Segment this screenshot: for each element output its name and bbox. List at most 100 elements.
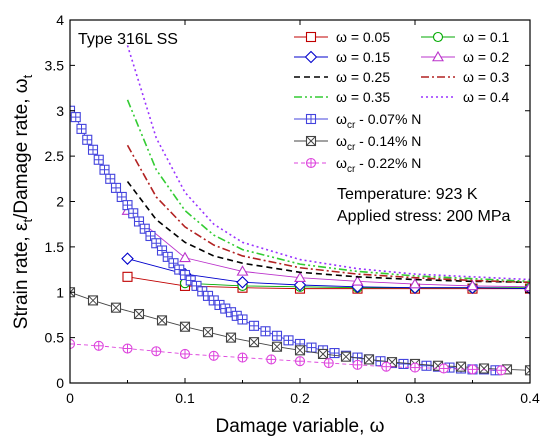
data-point	[381, 361, 392, 372]
data-point	[87, 144, 99, 155]
legend-entry: ω = 0.2	[421, 49, 510, 65]
y-axis-title-part: /Damage rate, ω	[11, 78, 32, 219]
series-line	[70, 343, 502, 371]
legend-swatch-marker	[432, 50, 444, 62]
data-point	[293, 278, 307, 292]
data-point	[122, 200, 133, 211]
data-point	[82, 134, 93, 145]
data-point	[202, 327, 214, 338]
y-tick-label: 0	[56, 375, 64, 391]
data-point	[248, 320, 260, 331]
data-point	[466, 279, 479, 291]
data-point	[133, 216, 145, 227]
x-tick-label: 0	[66, 390, 74, 406]
data-point	[151, 238, 162, 249]
data-point	[524, 365, 530, 376]
series-line	[126, 99, 530, 283]
data-point	[236, 265, 249, 276]
series-8	[126, 45, 530, 281]
x-axis-title: Damage variable, ω	[215, 416, 384, 437]
data-point	[283, 335, 294, 346]
data-point	[179, 321, 191, 332]
y-tick-label: 2	[56, 194, 64, 210]
data-point	[271, 330, 283, 341]
data-point	[122, 271, 133, 282]
data-point	[179, 348, 191, 360]
y-tick-label: 4	[56, 12, 64, 28]
annotation-material: Type 316L SS	[78, 31, 178, 48]
legend-label: ω = 0.05	[336, 29, 390, 45]
data-point	[110, 182, 122, 193]
y-tick-label: 3.5	[45, 57, 65, 73]
x-tick-label: 0.1	[175, 390, 195, 406]
data-point	[294, 356, 306, 367]
data-point	[139, 223, 150, 234]
data-point	[398, 358, 409, 369]
data-point	[409, 362, 421, 373]
data-point	[99, 164, 110, 175]
legend-swatch-marker	[432, 31, 444, 43]
data-point	[317, 348, 329, 360]
data-point	[93, 154, 104, 165]
data-point	[444, 362, 455, 373]
data-point	[76, 123, 87, 134]
legend-entry: ωcr - 0.07% N	[294, 111, 421, 131]
data-point	[496, 365, 507, 376]
data-point	[248, 337, 260, 348]
data-point	[271, 341, 283, 352]
data-point	[191, 280, 202, 291]
data-point	[128, 208, 139, 219]
legend-swatch-marker	[305, 157, 317, 169]
y-tick-label: 1	[56, 284, 64, 300]
legend-entry: ω = 0.15	[294, 49, 390, 65]
legend-label: ω = 0.15	[336, 49, 390, 65]
data-point	[185, 275, 196, 286]
data-point	[351, 275, 364, 286]
data-point	[236, 275, 249, 289]
y-axis-title: Strain rate, εt/Damage rate, ωt	[11, 74, 35, 329]
legend-label: ω = 0.4	[463, 89, 510, 105]
data-point	[87, 295, 99, 306]
data-point	[105, 173, 116, 184]
series-line	[126, 144, 530, 284]
data-point	[294, 271, 306, 283]
data-point	[156, 315, 168, 326]
legend-swatch-marker	[305, 31, 317, 43]
legend-label: ω = 0.35	[336, 89, 390, 105]
data-point	[145, 230, 156, 242]
x-tick-label: 0.4	[520, 390, 540, 406]
legend-entry: ω = 0.05	[294, 29, 390, 45]
y-tick-label: 0.5	[45, 330, 65, 346]
data-point	[323, 357, 334, 369]
legend-label: ωcr - 0.22% N	[336, 155, 421, 175]
legend-label: ωcr - 0.07% N	[336, 111, 421, 131]
data-point	[174, 264, 185, 275]
data-point	[208, 350, 219, 361]
series-5	[126, 181, 530, 284]
data-point	[455, 361, 467, 372]
legend-entry: ω = 0.25	[294, 69, 390, 85]
legend-label: ω = 0.25	[336, 69, 390, 85]
x-tick-label: 0.2	[290, 390, 310, 406]
data-point	[363, 354, 375, 365]
x-tick-label: 0.3	[405, 390, 425, 406]
annotation-temperature: Temperature: 923 K	[337, 186, 478, 203]
data-point	[179, 251, 191, 263]
y-tick-label: 1.5	[45, 239, 65, 255]
data-point	[162, 251, 173, 262]
series-9	[70, 105, 501, 376]
annotation-stress: Applied stress: 200 MPa	[337, 208, 511, 225]
series-line	[126, 45, 530, 281]
y-axis-title-sub: t	[20, 219, 35, 223]
legend-entry: ωcr - 0.22% N	[294, 155, 421, 175]
legend-label: ωcr - 0.14% N	[336, 133, 421, 153]
data-point	[70, 338, 76, 350]
legend-swatch-marker	[305, 135, 317, 147]
series-7	[126, 99, 530, 283]
data-point	[179, 269, 191, 281]
data-point	[110, 302, 122, 313]
data-point	[225, 332, 237, 343]
legend-entry: ω = 0.3	[421, 69, 510, 85]
legend-entry: ωcr - 0.14% N	[294, 133, 421, 153]
